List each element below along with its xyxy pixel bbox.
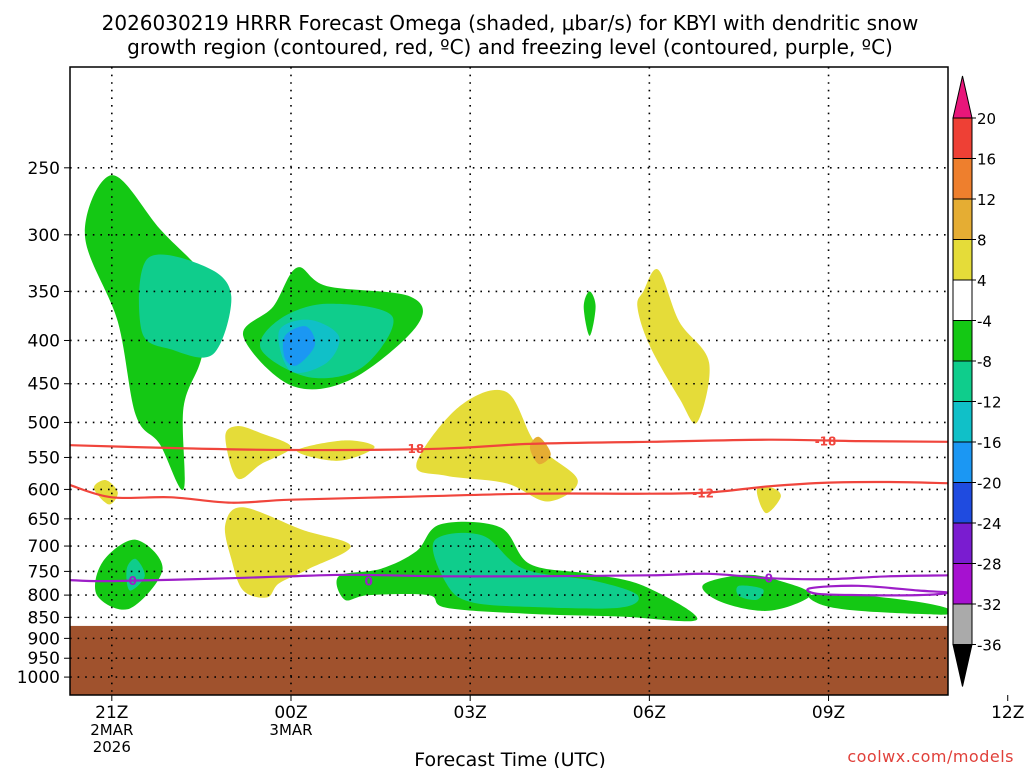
colorbar-box-3 — [952, 198, 973, 240]
colorbar-box-2 — [952, 158, 973, 200]
colorbar-box-1 — [952, 117, 973, 159]
x-tick-label-21Z-1: 2MAR — [90, 721, 133, 739]
y-tick-label-250: 250 — [28, 159, 60, 179]
contour-label-m18-b: -18 — [815, 435, 837, 449]
positive-omega-region-0 — [637, 269, 710, 424]
colorbar-box-10 — [952, 482, 973, 524]
colorbar-label-12: -32 — [977, 596, 1002, 614]
y-tick-label-700: 700 — [28, 537, 60, 557]
colorbar-top-arrow — [952, 75, 973, 119]
y-tick-label-600: 600 — [28, 480, 60, 500]
plot-content: -18 -18 -12 0 0 0 — [70, 67, 1014, 695]
contour-label-0-b: 0 — [364, 575, 372, 589]
y-tick-label-350: 350 — [28, 282, 60, 302]
colorbar-label-0: 20 — [977, 110, 996, 128]
positive-omega-region-3 — [225, 426, 291, 480]
omega-region-9 — [432, 532, 639, 609]
y-tick-label-1000: 1000 — [17, 668, 60, 688]
colorbar-label-5: -4 — [977, 313, 992, 331]
contour-label-m12: -12 — [692, 487, 714, 501]
chart-title-line2: growth region (contoured, red, ºC) and f… — [127, 35, 893, 59]
positive-omega-region-7 — [756, 486, 781, 514]
colorbar-box-6 — [952, 320, 973, 362]
positive-omega-region-6 — [93, 480, 118, 505]
x-tick-label-06Z-0: 06Z — [633, 703, 666, 723]
y-tick-label-650: 650 — [28, 510, 60, 530]
colorbar: 20 16 12 8 4 -4 -8 -12 -16 -20 -24 -28 -32 -36 — [952, 75, 1002, 687]
colorbar-box-8 — [952, 401, 973, 443]
contour-label-0-c: 0 — [765, 572, 773, 586]
contour-label-m18-a: -18 — [403, 442, 425, 456]
contour-label-0-a: 0 — [129, 574, 137, 588]
colorbar-label-7: -12 — [977, 394, 1002, 412]
x-tick-label-12Z-0: 12Z — [991, 703, 1024, 723]
colorbar-box-4 — [952, 239, 973, 281]
colorbar-label-9: -20 — [977, 475, 1002, 493]
x-tick-label-00Z-1: 3MAR — [269, 721, 312, 739]
colorbar-box-5 — [952, 279, 973, 321]
y-tick-label-300: 300 — [28, 226, 60, 246]
y-tick-label-950: 950 — [28, 649, 60, 669]
contour-line--12 — [70, 480, 948, 504]
credit-label: coolwx.com/models — [847, 747, 1014, 766]
colorbar-label-2: 12 — [977, 191, 996, 209]
positive-omega-region-8 — [1002, 576, 1014, 586]
x-axis-label: Forecast Time (UTC) — [414, 749, 605, 768]
colorbar-label-6: -8 — [977, 353, 992, 371]
contour-line-0 — [70, 572, 948, 583]
colorbar-label-11: -28 — [977, 556, 1002, 574]
omega-region-7 — [126, 558, 145, 591]
colorbar-label-4: 4 — [977, 272, 987, 290]
y-tick-label-850: 850 — [28, 608, 60, 628]
x-tick-label-21Z-0: 21Z — [95, 703, 128, 723]
colorbar-label-10: -24 — [977, 515, 1002, 533]
y-tick-label-900: 900 — [28, 629, 60, 649]
omega-region-1 — [138, 254, 232, 358]
colorbar-box-12 — [952, 563, 973, 605]
chart-title-line1: 2026030219 HRRR Forecast Omega (shaded, … — [102, 11, 919, 35]
x-tick-label-09Z-0: 09Z — [812, 703, 845, 723]
y-tick-label-750: 750 — [28, 562, 60, 582]
plot-area: -18 -18 -12 0 0 0 250 300 350 400 450 500 550 600 650 7… — [17, 66, 1024, 756]
y-tick-label-400: 400 — [28, 331, 60, 351]
x-tick-label-03Z-0: 03Z — [454, 703, 487, 723]
positive-omega-region-5 — [224, 507, 351, 598]
y-tick-label-800: 800 — [28, 586, 60, 606]
colorbar-bottom-arrow — [952, 644, 973, 687]
y-tick-label-550: 550 — [28, 448, 60, 468]
colorbar-box-11 — [952, 522, 973, 564]
colorbar-box-13 — [952, 603, 973, 645]
y-tick-label-450: 450 — [28, 375, 60, 395]
colorbar-label-3: 8 — [977, 232, 987, 250]
terrain-fill — [70, 625, 948, 695]
omega-region-12 — [808, 594, 948, 615]
x-tick-label-00Z-0: 00Z — [274, 703, 307, 723]
colorbar-label-8: -16 — [977, 434, 1002, 452]
colorbar-box-9 — [952, 441, 973, 483]
omega-region-11 — [736, 585, 764, 600]
omega-region-13 — [583, 291, 596, 336]
x-tick-label-21Z-2: 2026 — [93, 738, 131, 756]
colorbar-label-13: -36 — [977, 637, 1002, 655]
colorbar-box-7 — [952, 360, 973, 402]
plot-frame — [69, 66, 949, 696]
colorbar-label-1: 16 — [977, 151, 996, 169]
y-tick-label-500: 500 — [28, 413, 60, 433]
freezing-level-loop — [806, 584, 948, 597]
contour-line--18 — [70, 438, 948, 452]
